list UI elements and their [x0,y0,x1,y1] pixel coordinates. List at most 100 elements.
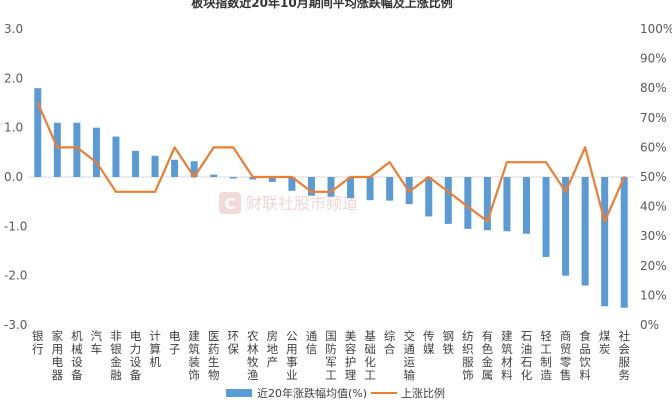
line-point [584,146,587,149]
line-point [271,176,274,178]
line-point [193,176,196,178]
right-tick-label: 40% [640,200,667,214]
category-label: 社会服务 [618,329,630,382]
bar [562,177,570,276]
bar [581,177,589,286]
bar [347,177,355,199]
legend-line-label: 上涨比例 [401,386,445,400]
bar [327,177,335,197]
left-tick-label: -2.0 [4,269,27,283]
svg-text:C: C [224,195,235,213]
line-point [505,161,508,164]
line-point [290,176,293,178]
bar [151,155,159,177]
category-label: 钢铁 [443,329,455,356]
bar [542,177,550,257]
left-tick-label: 1.0 [4,121,23,135]
bar [112,136,120,177]
bar [620,177,628,308]
line-point [310,190,313,193]
category-label: 有色金属 [482,329,494,382]
bar [190,161,198,177]
bar [73,122,81,177]
category-label: 综合 [384,329,396,356]
line-point [251,176,254,178]
line-series [36,102,626,223]
left-tick-label: 3.0 [4,22,23,36]
bar [132,150,140,177]
bar [601,177,609,307]
legend: 近20年涨跌幅均值(%) 上涨比例 [226,386,445,400]
category-label: 公用事业 [286,329,298,382]
bar [464,177,472,229]
category-label: 食品饮料 [579,329,591,382]
category-label: 农林牧渔 [247,329,259,382]
right-tick-label: 60% [640,140,667,154]
line-point [466,205,469,208]
bar [444,177,452,224]
category-labels: 银行家用电器机械设备汽车非银金融电力设备计算机电子建筑装饰医药生物环保农林牧渔房… [32,329,630,382]
watermark: C 财联社股市频道 [219,192,358,214]
category-label: 通信 [306,329,318,356]
line-point [154,190,157,193]
category-label: 非银金融 [110,329,122,382]
line-point [36,102,39,104]
bar [288,177,296,191]
right-tick-label: 90% [640,52,667,66]
category-label: 美容护理 [345,329,357,382]
category-label: 传媒 [423,329,435,356]
line-point [173,146,176,149]
bar [503,177,511,232]
category-label: 石油石化 [521,329,533,382]
line-point [447,190,450,193]
line-point [603,220,606,223]
category-label: 建筑装饰 [188,329,200,382]
bar [92,127,100,177]
line-point [349,176,352,178]
right-tick-label: 0% [640,318,659,332]
line-point [388,161,391,164]
line-point [232,146,235,149]
bar [53,122,61,177]
category-label: 机械设备 [71,329,83,382]
category-label: 医药生物 [208,329,220,382]
category-label: 银行 [32,329,44,356]
right-tick-label: 20% [640,259,667,273]
right-axis: 100% 90% 80% 70% 60% 50% 40% 30% 20% 10% 0% [640,22,672,332]
line-point [212,146,215,149]
bar [366,177,374,201]
category-label: 汽车 [91,329,103,356]
category-label: 家用电器 [52,329,64,382]
line-point [114,190,117,193]
category-label: 交通运输 [403,329,415,382]
category-label: 煤炭 [599,329,611,356]
category-label: 纺织服饰 [462,329,474,382]
category-label: 建筑材料 [501,329,513,382]
bar [268,177,276,182]
bar [210,174,218,177]
bar [171,159,179,177]
legend-bar-label: 近20年涨跌幅均值(%) [257,386,367,400]
bar-series [34,88,628,308]
right-tick-label: 100% [640,22,672,36]
left-tick-label: -1.0 [4,219,27,233]
line-point [330,190,332,193]
left-tick-label: 2.0 [4,71,23,85]
right-tick-label: 30% [640,229,667,243]
chart-title: 板块指数近20年10月期间平均涨跌幅及上涨比例 [191,0,452,10]
right-tick-label: 10% [640,288,667,302]
bar [34,88,42,177]
category-label: 环保 [228,329,240,356]
right-tick-label: 70% [640,111,667,125]
category-label: 房地产 [267,329,279,369]
bar [307,177,315,196]
line-point [427,176,430,178]
category-label: 商贸零售 [560,329,572,382]
category-label: 电力设备 [130,329,142,382]
bar [249,177,257,180]
bar [229,177,237,179]
line-point [408,190,411,193]
line-point [623,176,626,178]
right-tick-label: 50% [640,170,667,184]
